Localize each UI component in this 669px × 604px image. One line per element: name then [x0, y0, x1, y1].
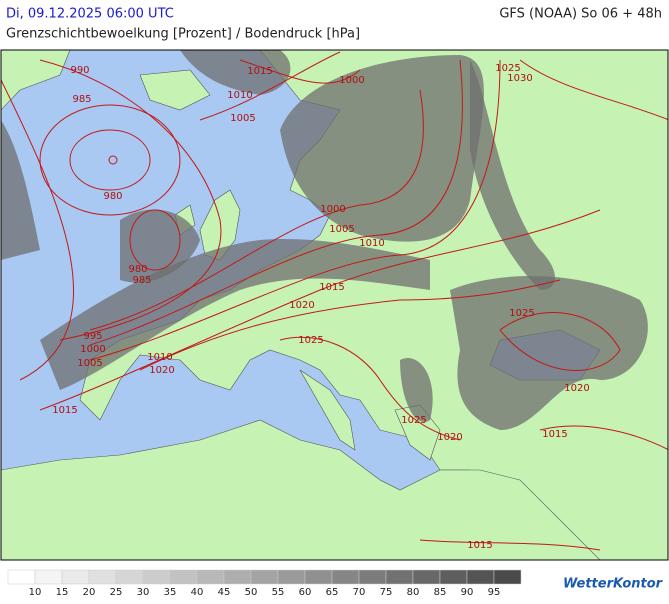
isobar-label: 980 [103, 191, 122, 202]
isobar-label: 1030 [507, 73, 532, 84]
isobars [1, 51, 668, 551]
legend-label: 70 [353, 587, 366, 598]
isobar-label: 985 [132, 275, 151, 286]
subtitle: Grenzschichtbewoelkung [Prozent] / Boden… [6, 27, 360, 42]
isobar-label: 1015 [319, 282, 344, 293]
legend-swatch [169, 569, 198, 585]
map: 9909851015101010051000102510309801000100… [0, 49, 669, 561]
isobar-label: 1015 [52, 405, 77, 416]
legend-label: 25 [110, 587, 123, 598]
isobar-label: 1000 [320, 204, 345, 215]
isobar-label: 985 [72, 94, 91, 105]
isobar-label: 1005 [329, 224, 354, 235]
legend-swatch [304, 569, 333, 585]
isobar-label: 1005 [230, 113, 255, 124]
cloud-cover [1, 50, 648, 430]
isobar-label: 995 [83, 331, 102, 342]
legend-label: 60 [299, 587, 312, 598]
isobar-label: 1015 [247, 66, 272, 77]
isobar-label: 1020 [289, 300, 314, 311]
legend-label: 80 [407, 587, 420, 598]
isobar-label: 1010 [359, 238, 384, 249]
legend-swatch [7, 569, 36, 585]
legend-label: 95 [488, 587, 501, 598]
isobar-label: 1025 [298, 335, 323, 346]
isobar-label: 1005 [77, 358, 102, 369]
legend-label: 35 [164, 587, 177, 598]
legend-swatch [277, 569, 306, 585]
isobar-label: 1025 [495, 63, 520, 74]
isobar-label: 1000 [339, 75, 364, 86]
isobar-label: 1000 [80, 344, 105, 355]
isobar-label: 1010 [147, 352, 172, 363]
legend-swatch [142, 569, 171, 585]
isobar-label: 980 [128, 264, 147, 275]
model-run: GFS (NOAA) So 06 + 48h [499, 7, 662, 22]
legend-label: 55 [272, 587, 285, 598]
legend-label: 85 [434, 587, 447, 598]
legend-swatch [250, 569, 279, 585]
legend: 10 15 20 25 30 35 40 45 50 55 60 65 70 75 80 85 90 95 [7, 569, 522, 598]
legend-swatch [61, 569, 90, 585]
legend-swatch [466, 569, 495, 585]
legend-swatch [358, 569, 387, 585]
legend-label: 75 [380, 587, 393, 598]
legend-swatch [115, 569, 144, 585]
isobar-label: 1020 [149, 365, 174, 376]
brand-logo: WetterKontor [563, 577, 664, 592]
isobar-label: 1020 [564, 383, 589, 394]
isobar-label: 1025 [401, 415, 426, 426]
legend-label: 90 [461, 587, 474, 598]
legend-swatch [385, 569, 414, 585]
datetime: Di, 09.12.2025 06:00 UTC [6, 7, 174, 22]
isobar-label: 1020 [437, 432, 462, 443]
isobar-label: 1010 [227, 90, 252, 101]
legend-label: 20 [83, 587, 96, 598]
isobar-label: 990 [70, 65, 89, 76]
legend-swatch [493, 569, 522, 585]
legend-label: 45 [218, 587, 231, 598]
legend-swatch [412, 569, 441, 585]
legend-label: 65 [326, 587, 339, 598]
legend-swatch [439, 569, 468, 585]
legend-swatch [34, 569, 63, 585]
legend-swatch [331, 569, 360, 585]
legend-swatch [196, 569, 225, 585]
isobar-label: 1015 [542, 429, 567, 440]
isobar-label: 1025 [509, 308, 534, 319]
isobar-label: 1015 [467, 540, 492, 551]
legend-swatch [88, 569, 117, 585]
legend-label: 40 [191, 587, 204, 598]
legend-label: 15 [56, 587, 69, 598]
legend-label: 30 [137, 587, 150, 598]
legend-label: 50 [245, 587, 258, 598]
legend-swatch [223, 569, 252, 585]
legend-label: 10 [29, 587, 42, 598]
